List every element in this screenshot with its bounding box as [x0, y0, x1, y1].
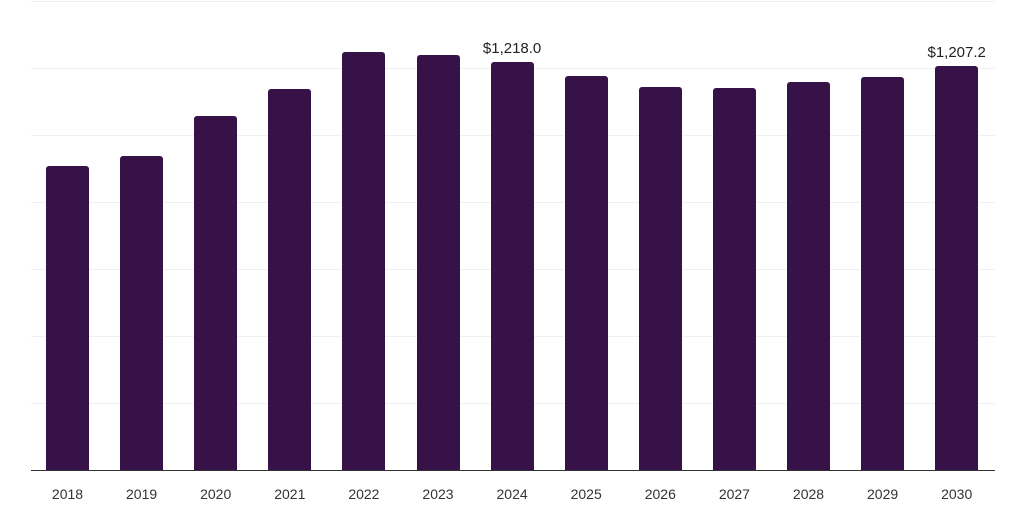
bar-2026[interactable]	[638, 87, 682, 470]
x-tick-label: 2022	[348, 486, 380, 502]
x-tick-label: 2026	[644, 486, 676, 502]
x-tick-label: 2018	[51, 486, 84, 502]
bar-2025[interactable]	[564, 76, 608, 470]
x-tick-label: 2019	[126, 486, 158, 502]
bar-2022[interactable]	[342, 52, 386, 470]
bar-2018[interactable]	[46, 166, 89, 470]
bar-2019[interactable]	[120, 156, 164, 470]
bar-2029[interactable]	[861, 77, 905, 470]
bar-2024[interactable]	[490, 61, 534, 470]
x-axis-line	[31, 470, 995, 471]
gridline	[31, 1, 995, 2]
bar-2028[interactable]	[787, 82, 830, 470]
bar-2030[interactable]	[935, 65, 979, 470]
x-tick-label: 2025	[570, 486, 602, 502]
bar-2020[interactable]	[194, 115, 238, 470]
x-tick-label: 2024	[496, 486, 528, 502]
x-tick-label: 2030	[941, 486, 973, 502]
x-tick-label: 2021	[274, 486, 306, 502]
x-tick-label: 2028	[792, 486, 825, 502]
bar-2021[interactable]	[268, 89, 312, 470]
value-label: $1,218.0	[482, 39, 542, 57]
x-tick-label: 2027	[718, 486, 750, 502]
x-tick-label: 2029	[867, 486, 899, 502]
x-tick-label: 2023	[422, 486, 454, 502]
x-tick-label: 2020	[200, 486, 232, 502]
bar-2023[interactable]	[416, 55, 460, 470]
value-label: $1,207.2	[927, 43, 986, 61]
bar-2027[interactable]	[712, 88, 756, 470]
